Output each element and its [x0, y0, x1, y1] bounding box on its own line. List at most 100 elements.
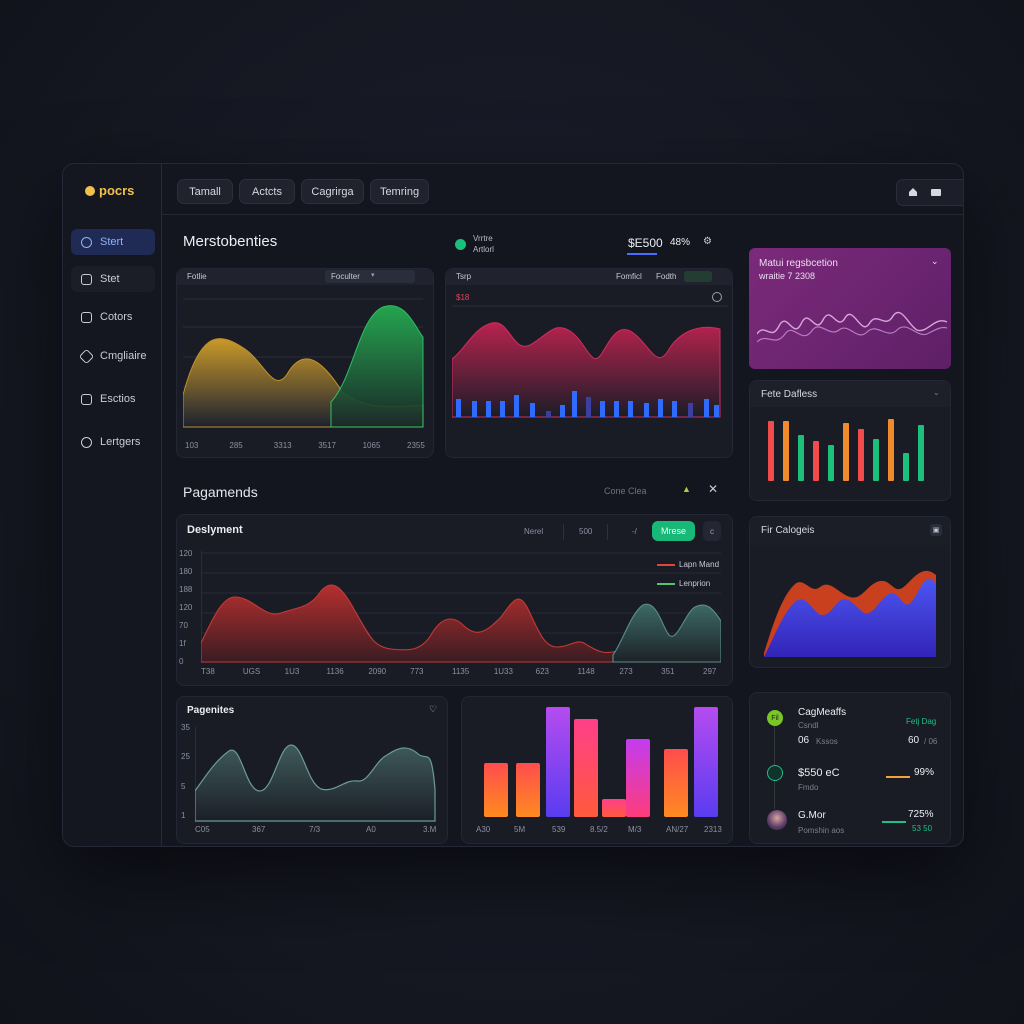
- sidebar-item-label: Stet: [100, 273, 120, 285]
- heart-icon[interactable]: ♡: [429, 704, 438, 714]
- file-icon: [81, 311, 92, 323]
- tab-actcts[interactable]: Actcts: [239, 179, 295, 204]
- logo-icon: [85, 185, 95, 196]
- metric-underline: [627, 253, 657, 255]
- bars-x-tick: AN/27: [666, 825, 689, 834]
- pagenites-x-tick: 3.M: [423, 825, 437, 834]
- deployment-x-tick: 273: [619, 667, 633, 676]
- app-logo[interactable]: pocrs: [85, 183, 134, 198]
- deployment-x-tick: 1135: [452, 667, 470, 676]
- tab-cagrirga[interactable]: Cagrirga: [301, 179, 364, 204]
- promo-line-2: wraitie 7 2308: [759, 271, 816, 281]
- sidebar-item-cmgliaire[interactable]: Cmgliaire: [71, 343, 155, 369]
- close-icon[interactable]: ✕: [708, 482, 719, 496]
- avatar[interactable]: [767, 810, 787, 830]
- chart-2-bar: [486, 401, 491, 417]
- fete-title: Fete Dafless: [761, 389, 818, 400]
- tab-temring[interactable]: Temring: [370, 179, 429, 204]
- collapse-card: Fir Calogeis ▣: [749, 516, 951, 668]
- deployment-y-tick: 70: [179, 621, 188, 630]
- sidebar-item-stet[interactable]: Stet: [71, 266, 155, 292]
- triangle-up-icon[interactable]: ▲: [682, 484, 691, 494]
- bars-card: A30 5M 539 8.5/2 M/3 AN/27 2313: [461, 696, 733, 844]
- gear-icon[interactable]: ⚙: [703, 236, 712, 247]
- chart-2-bars: [456, 391, 719, 417]
- info-icon: [81, 436, 92, 448]
- box-icon: [81, 393, 92, 405]
- row-2-name: $550 eC: [798, 767, 840, 779]
- fete-bars: [768, 419, 924, 481]
- pagenites-title: Pagenites: [187, 705, 235, 716]
- deployment-ctl-c[interactable]: -/: [632, 527, 637, 536]
- avatar[interactable]: Fil: [767, 710, 783, 726]
- gradient-bar: [484, 763, 508, 817]
- dashboard-window: pocrs Stert Stet Cotors Cmgliaire Esctio…: [62, 163, 964, 847]
- chart-2-plot: [452, 305, 728, 418]
- chart-2-bar: [546, 411, 551, 417]
- chart-2-bar: [500, 401, 505, 417]
- folder-icon[interactable]: [928, 184, 944, 200]
- sidebar-item-esctios[interactable]: Esctios: [71, 386, 155, 412]
- sidebar-item-label: Esctios: [100, 393, 136, 405]
- row-1-value-sub: Kssos: [816, 737, 838, 746]
- fete-bar: [813, 441, 819, 481]
- sidebar-item-stert[interactable]: Stert: [71, 229, 155, 255]
- divider: [607, 524, 608, 540]
- top-bar: Tamall Actcts Cagrirga Temring: [162, 164, 963, 215]
- promo-line-1: Matui regsbcetion: [759, 258, 838, 269]
- bars-x-tick: 8.5/2: [590, 825, 608, 834]
- collapse-plot: [764, 570, 936, 657]
- chevron-down-icon[interactable]: ⌄: [933, 388, 940, 397]
- legend-label-1: Lapn Mand: [679, 560, 720, 569]
- deployment-x-tick: 297: [703, 667, 717, 676]
- chart-2-toggle[interactable]: [684, 271, 712, 282]
- chart-2-filter-a[interactable]: Fomficl: [616, 272, 642, 281]
- bars-x-tick: 2313: [704, 825, 722, 834]
- chart-2-filter-b[interactable]: Fodth: [656, 272, 677, 281]
- payments-filter[interactable]: Cone Clea: [604, 486, 647, 496]
- sidebar-item-lertgers[interactable]: Lertgers: [71, 429, 155, 455]
- pagenites-x-axis: C05 367 7/3 A0 3.M: [195, 825, 441, 837]
- chart-1-x-tick: 103: [185, 441, 199, 450]
- metric-value: $E500: [628, 236, 663, 250]
- chart-card-2: Tsrp Fomficl Fodth $18: [445, 268, 733, 458]
- collapse-card-header: [750, 517, 950, 545]
- chevron-down-icon[interactable]: ⌄: [931, 256, 939, 266]
- overview-title: Merstobenties: [183, 233, 278, 250]
- deployment-ctl-b[interactable]: 500: [579, 527, 593, 536]
- pagenites-y-tick: 35: [181, 723, 190, 732]
- pagenites-card: Pagenites ♡ 35 25 5 1 C05 367 7/3 A0 3.M: [176, 696, 448, 844]
- toolbar-icons: [896, 179, 963, 206]
- deployment-x-tick: T38: [201, 667, 215, 676]
- legend-swatch-2: [657, 583, 675, 585]
- promo-card[interactable]: Matui regsbcetion wraitie 7 2308 ⌄: [749, 248, 951, 369]
- chart-1-filter[interactable]: Foculter ▾: [325, 270, 415, 283]
- row-2-bar: [886, 776, 910, 778]
- deployment-ctl-d-label: c: [710, 526, 714, 536]
- deployment-action-button[interactable]: Mrese: [652, 521, 695, 541]
- chart-card-2-header: [446, 269, 732, 285]
- legend-label-2: Lenprion: [679, 579, 711, 588]
- metric-pct: 48%: [670, 237, 691, 248]
- home-icon[interactable]: [905, 184, 921, 200]
- deployment-x-tick: 1U33: [493, 667, 513, 676]
- info-icon[interactable]: [712, 292, 722, 302]
- bars-plot: [484, 707, 718, 817]
- chart-2-bar: [530, 403, 535, 417]
- row-3-bar: [882, 821, 906, 823]
- chart-1-x-tick: 1065: [362, 441, 381, 450]
- sidebar-item-cotors[interactable]: Cotors: [71, 304, 155, 330]
- row-3-value: 725%: [908, 809, 934, 820]
- legend-item-2: Lenprion: [657, 578, 721, 590]
- bars-x-tick: M/3: [628, 825, 642, 834]
- fete-bar: [873, 439, 879, 481]
- deployment-ctl-a[interactable]: Nerel: [524, 527, 544, 536]
- deployment-ctl-d[interactable]: c: [703, 521, 721, 541]
- tab-label: Cagrirga: [311, 185, 354, 198]
- chart-2-bar: [560, 405, 565, 417]
- lock-icon[interactable]: ▣: [930, 524, 942, 536]
- chart-2-bar: [644, 403, 649, 417]
- tab-label: Actcts: [252, 185, 282, 198]
- tab-tamall[interactable]: Tamall: [177, 179, 233, 204]
- pagenites-x-tick: 367: [252, 825, 266, 834]
